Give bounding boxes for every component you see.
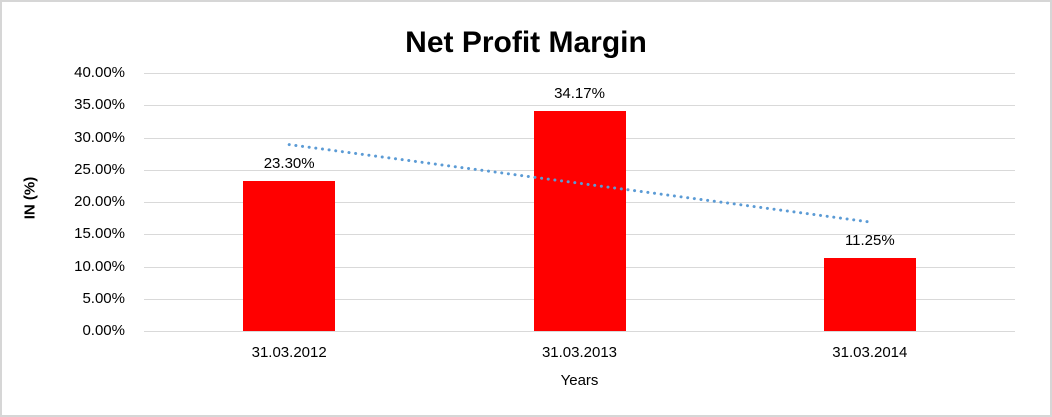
bar-31.03.2013 (533, 110, 626, 331)
bar-31.03.2014 (823, 258, 916, 331)
data-label: 11.25% (844, 232, 895, 250)
y-tick-label: 35.00% (74, 96, 125, 114)
y-tick-label: 25.00% (74, 160, 125, 178)
plot-area (144, 73, 1015, 332)
chart-title: Net Profit Margin (405, 26, 647, 59)
bar-31.03.2012 (243, 180, 336, 331)
gridline (144, 73, 1015, 74)
y-tick-label: 30.00% (74, 128, 125, 146)
gridline (144, 105, 1015, 107)
y-tick-label: 10.00% (74, 257, 125, 275)
x-axis-title: Years (560, 372, 599, 389)
y-tick-label: 15.00% (74, 225, 125, 243)
y-tick-label: 20.00% (74, 193, 125, 210)
y-tick-label: 0.00% (82, 322, 125, 339)
y-tick-label: 5.00% (82, 289, 125, 307)
data-label: 23.30% (263, 154, 315, 172)
x-tick-label: 31.03.2013 (541, 344, 618, 361)
y-tick-label: 40.00% (74, 64, 125, 81)
x-tick-label: 31.03.2014 (832, 344, 908, 361)
x-tick-label: 31.03.2012 (251, 344, 327, 361)
data-label: 34.17% (554, 84, 605, 102)
gridline (144, 331, 1015, 332)
